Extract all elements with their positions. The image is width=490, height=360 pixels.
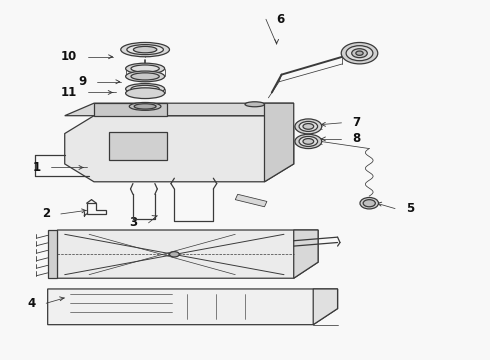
Text: 1: 1	[32, 161, 40, 174]
Polygon shape	[48, 289, 338, 325]
Ellipse shape	[125, 84, 165, 94]
Ellipse shape	[356, 51, 363, 55]
Ellipse shape	[360, 198, 378, 209]
Ellipse shape	[303, 123, 314, 129]
Polygon shape	[294, 230, 318, 278]
Text: 11: 11	[61, 86, 77, 99]
Text: 2: 2	[42, 207, 50, 220]
Ellipse shape	[303, 139, 314, 144]
Ellipse shape	[346, 46, 373, 61]
Text: 3: 3	[130, 216, 138, 229]
Polygon shape	[65, 103, 294, 116]
Polygon shape	[57, 230, 318, 278]
Polygon shape	[313, 289, 338, 325]
Ellipse shape	[131, 73, 159, 80]
Text: 8: 8	[352, 132, 361, 145]
Ellipse shape	[363, 200, 375, 207]
Ellipse shape	[295, 134, 322, 149]
Ellipse shape	[125, 63, 165, 74]
Ellipse shape	[131, 65, 159, 72]
Ellipse shape	[352, 49, 368, 58]
Ellipse shape	[245, 102, 265, 107]
Ellipse shape	[299, 136, 318, 147]
Text: 6: 6	[277, 13, 285, 26]
Text: 7: 7	[352, 116, 360, 129]
Ellipse shape	[299, 121, 318, 131]
Ellipse shape	[341, 42, 378, 64]
Ellipse shape	[134, 104, 156, 109]
Polygon shape	[265, 103, 294, 182]
Polygon shape	[109, 132, 167, 160]
Text: 5: 5	[406, 202, 414, 215]
Polygon shape	[94, 103, 167, 116]
Ellipse shape	[133, 46, 157, 53]
Ellipse shape	[131, 85, 159, 93]
Ellipse shape	[127, 45, 163, 55]
Polygon shape	[48, 230, 57, 278]
Text: 4: 4	[27, 297, 35, 310]
Ellipse shape	[170, 252, 179, 257]
Ellipse shape	[125, 88, 165, 99]
Text: 9: 9	[78, 75, 87, 88]
Ellipse shape	[129, 103, 161, 111]
Ellipse shape	[295, 119, 322, 134]
Text: 10: 10	[61, 50, 77, 63]
Ellipse shape	[125, 71, 165, 82]
Polygon shape	[65, 116, 294, 182]
Ellipse shape	[121, 42, 170, 57]
Polygon shape	[235, 194, 267, 207]
